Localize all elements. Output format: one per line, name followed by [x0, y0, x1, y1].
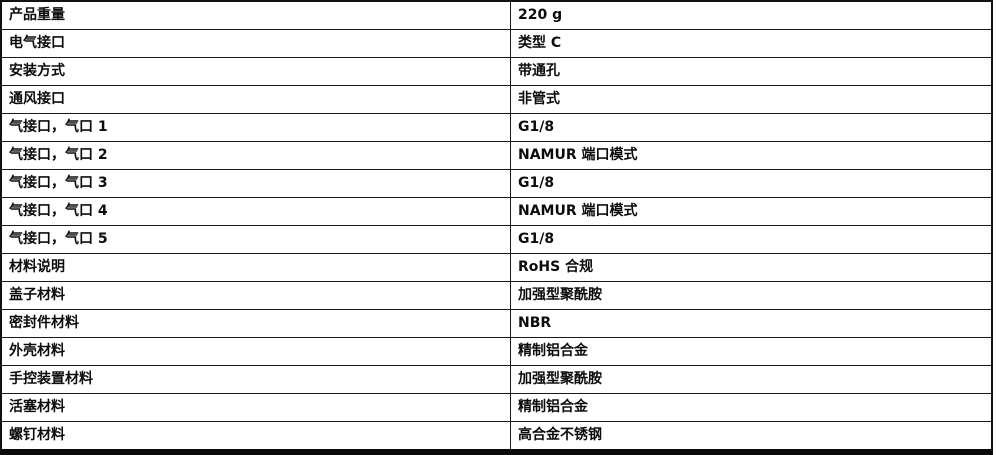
- spec-label: 密封件材料: [0, 309, 511, 338]
- spec-value: 精制铝合金: [510, 337, 993, 366]
- table-row: 气接口，气口 2 NAMUR 端口模式: [0, 141, 993, 170]
- table-row: 外壳材料 精制铝合金: [0, 337, 993, 366]
- spec-label: 气接口，气口 1: [0, 113, 511, 142]
- spec-value: 类型 C: [510, 29, 993, 58]
- spec-value: 非管式: [510, 85, 993, 114]
- table-row: 电气接口 类型 C: [0, 29, 993, 58]
- spec-value: NAMUR 端口模式: [510, 141, 993, 170]
- spec-label: 产品重量: [0, 0, 511, 30]
- spec-label: 螺钉材料: [0, 421, 511, 453]
- spec-value: 加强型聚酰胺: [510, 365, 993, 394]
- table-row: 活塞材料 精制铝合金: [0, 393, 993, 422]
- spec-label: 手控装置材料: [0, 365, 511, 394]
- table-row: 密封件材料 NBR: [0, 309, 993, 338]
- table-row: 气接口，气口 1 G1/8: [0, 113, 993, 142]
- spec-label: 电气接口: [0, 29, 511, 58]
- table-row: 材料说明 RoHS 合规: [0, 253, 993, 282]
- table-row: 盖子材料 加强型聚酰胺: [0, 281, 993, 310]
- table-row: 手控装置材料 加强型聚酰胺: [0, 365, 993, 394]
- spec-value: G1/8: [510, 225, 993, 254]
- spec-value: 精制铝合金: [510, 393, 993, 422]
- spec-label: 通风接口: [0, 85, 511, 114]
- spec-label: 气接口，气口 2: [0, 141, 511, 170]
- spec-value: 带通孔: [510, 57, 993, 86]
- spec-value: G1/8: [510, 169, 993, 198]
- table-row: 气接口，气口 3 G1/8: [0, 169, 993, 198]
- spec-label: 外壳材料: [0, 337, 511, 366]
- table-row: 通风接口 非管式: [0, 85, 993, 114]
- spec-value: G1/8: [510, 113, 993, 142]
- spec-label: 盖子材料: [0, 281, 511, 310]
- spec-value: 220 g: [510, 0, 993, 30]
- spec-value: NAMUR 端口模式: [510, 197, 993, 226]
- spec-value: RoHS 合规: [510, 253, 993, 282]
- spec-label: 材料说明: [0, 253, 511, 282]
- spec-label: 活塞材料: [0, 393, 511, 422]
- spec-label: 安装方式: [0, 57, 511, 86]
- table-row: 气接口，气口 4 NAMUR 端口模式: [0, 197, 993, 226]
- spec-value: 高合金不锈钢: [510, 421, 993, 453]
- table-row: 气接口，气口 5 G1/8: [0, 225, 993, 254]
- spec-label: 气接口，气口 3: [0, 169, 511, 198]
- table-row: 产品重量 220 g: [0, 0, 993, 30]
- spec-value: 加强型聚酰胺: [510, 281, 993, 310]
- spec-label: 气接口，气口 4: [0, 197, 511, 226]
- table-row: 安装方式 带通孔: [0, 57, 993, 86]
- spec-label: 气接口，气口 5: [0, 225, 511, 254]
- spec-value: NBR: [510, 309, 993, 338]
- table-row: 螺钉材料 高合金不锈钢: [0, 421, 993, 453]
